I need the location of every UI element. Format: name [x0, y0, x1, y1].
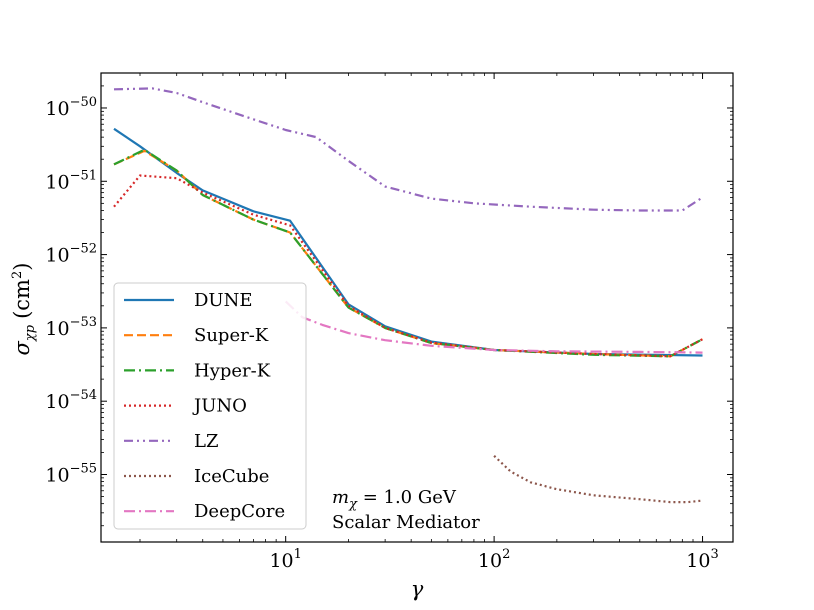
legend-label-deepcore: DeepCore	[194, 501, 285, 522]
annotation-mass-symbol: m	[332, 487, 349, 508]
ticks-layer: 101 102 103 10−55 10−54 10−53 10−52 10−51 10−50	[45, 72, 733, 572]
y-axis-label-unit-power: 2	[10, 271, 25, 279]
legend: DUNE Super-K Hyper-K JUNO LZ IceCube DeepCore	[113, 282, 307, 530]
series-line-hyper-k	[113, 148, 704, 358]
y-axis-label: σχp (cm2)	[10, 263, 38, 356]
y-axis-label-unit-close: )	[10, 263, 34, 271]
legend-label-icecube: IceCube	[194, 466, 269, 487]
series-line-lz	[113, 87, 704, 212]
series-layer	[113, 87, 704, 504]
x-tick-label: 101	[269, 547, 301, 572]
plot-frame	[100, 72, 734, 543]
y-tick-label: 10−50	[45, 95, 97, 120]
legend-label-juno: JUNO	[192, 396, 247, 417]
series-line-icecube	[493, 455, 703, 504]
legend-label-lz: LZ	[194, 431, 218, 452]
y-axis-label-symbol: σ	[10, 340, 34, 355]
x-tick-label: 103	[686, 547, 718, 572]
x-tick-label: 102	[478, 547, 510, 572]
annotation-mass: mχ = 1.0 GeV	[332, 487, 457, 512]
annotation-mass-value: = 1.0 GeV	[357, 487, 457, 508]
annotation-mediator: Scalar Mediator	[332, 512, 480, 533]
y-axis-label-unit: (cm	[10, 279, 34, 319]
series-line-deepcore	[284, 300, 703, 354]
y-tick-label: 10−55	[45, 461, 97, 486]
legend-box	[113, 282, 307, 530]
y-tick-label: 10−54	[45, 388, 97, 413]
legend-label-hyper-k: Hyper-K	[194, 360, 271, 381]
legend-items: DUNE Super-K Hyper-K JUNO LZ IceCube DeepCore	[124, 290, 285, 522]
y-tick-label: 10−52	[45, 242, 97, 267]
x-axis-label: γ	[411, 577, 424, 601]
legend-label-super-k: Super-K	[194, 325, 269, 346]
y-axis-label-subscript: χp	[23, 324, 38, 342]
annotation: mχ = 1.0 GeV Scalar Mediator	[332, 487, 480, 533]
y-tick-label: 10−51	[45, 168, 97, 193]
legend-label-dune: DUNE	[194, 290, 253, 311]
annotation-mass-subscript: χ	[348, 497, 358, 512]
y-tick-label: 10−53	[45, 315, 97, 340]
